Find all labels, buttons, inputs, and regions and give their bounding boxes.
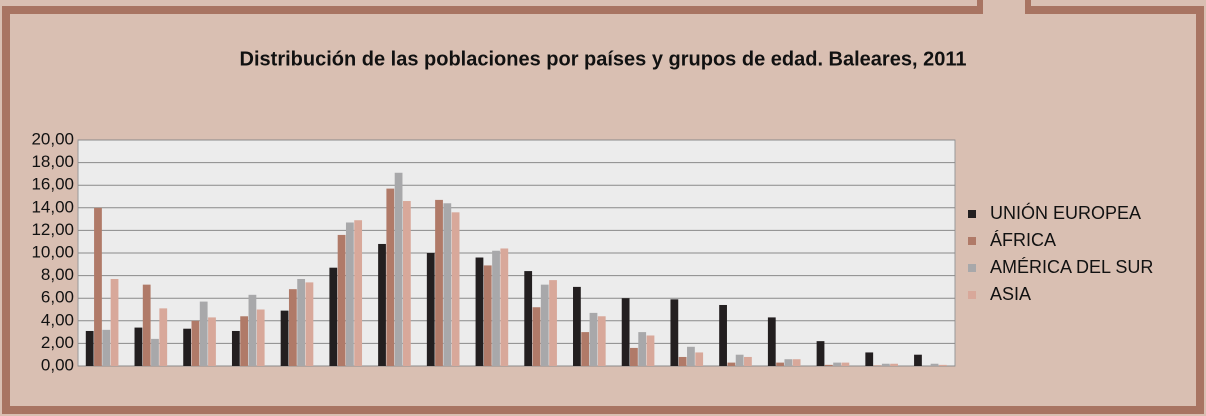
bar — [687, 346, 695, 366]
y-tick-label: 12,00 — [31, 220, 74, 239]
bar — [540, 284, 549, 366]
y-tick-label: 8,00 — [41, 265, 74, 284]
bar — [426, 253, 435, 366]
bar — [824, 364, 833, 366]
bar — [134, 327, 143, 366]
y-tick-label: 2,00 — [41, 333, 74, 352]
bar — [451, 212, 460, 366]
y-tick-label: 16,00 — [31, 175, 74, 194]
bar — [402, 201, 411, 366]
legend-label: ÁFRICA — [990, 230, 1056, 250]
bar — [784, 359, 793, 366]
bar — [102, 329, 111, 366]
legend-label: AMÉRICA DEL SUR — [990, 257, 1153, 277]
legend-label: ASIA — [990, 284, 1031, 304]
bar — [256, 309, 265, 366]
bar — [573, 286, 581, 366]
frame — [2, 6, 1204, 414]
bar — [208, 317, 216, 366]
bar — [638, 332, 647, 366]
bar — [735, 354, 744, 366]
bar — [329, 267, 338, 366]
bar — [280, 310, 289, 366]
y-tick-label: 4,00 — [41, 310, 74, 329]
legend-swatch — [968, 264, 976, 272]
bar — [345, 222, 354, 366]
y-tick-label: 18,00 — [31, 152, 74, 171]
bar — [305, 282, 314, 366]
bar — [532, 307, 541, 366]
bar — [191, 320, 200, 366]
bar — [776, 362, 784, 366]
bar — [695, 352, 704, 366]
bar — [85, 330, 94, 366]
bar — [199, 301, 208, 366]
y-tick-label: 6,00 — [41, 288, 74, 307]
legend-label: UNIÓN EUROPEA — [990, 202, 1141, 223]
y-tick-label: 20,00 — [31, 129, 74, 148]
legend-swatch — [968, 210, 976, 218]
bar — [816, 341, 825, 366]
bar — [94, 207, 102, 366]
bar — [833, 362, 841, 366]
bar — [337, 234, 346, 366]
bar — [719, 304, 727, 366]
bar — [549, 280, 557, 366]
y-tick-label: 14,00 — [31, 197, 74, 216]
bar — [354, 220, 363, 366]
bar — [597, 316, 606, 366]
bar — [841, 362, 850, 366]
bar — [142, 284, 151, 366]
bar — [248, 294, 257, 366]
bar — [151, 338, 159, 366]
bar — [443, 203, 452, 366]
bar — [792, 359, 801, 366]
bar — [767, 317, 776, 366]
y-tick-label: 10,00 — [31, 242, 74, 261]
bar — [394, 172, 403, 366]
bar — [938, 364, 947, 366]
bar — [159, 308, 168, 366]
bar — [483, 265, 492, 366]
bar — [873, 365, 882, 366]
bar — [110, 278, 119, 366]
bar — [914, 354, 922, 366]
bar — [881, 363, 890, 366]
bar — [475, 257, 484, 366]
bar — [930, 363, 939, 366]
bar — [435, 199, 443, 366]
chart-title: Distribución de las poblaciones por país… — [240, 48, 967, 70]
bar — [378, 243, 386, 366]
bar — [865, 352, 874, 366]
bar — [670, 299, 679, 366]
bar — [744, 356, 752, 366]
bar — [288, 289, 297, 366]
bar — [297, 278, 306, 366]
bar — [589, 312, 598, 366]
bar — [231, 330, 240, 366]
legend-swatch — [968, 291, 976, 299]
bar — [386, 188, 395, 366]
bar — [492, 250, 500, 366]
bar — [500, 248, 509, 366]
legend-swatch — [968, 237, 976, 245]
bar — [621, 298, 630, 366]
bar — [890, 363, 898, 366]
bar — [240, 316, 249, 366]
y-tick-label: 0,00 — [41, 355, 74, 374]
bar — [581, 332, 590, 366]
bar — [646, 335, 655, 366]
bar — [524, 271, 533, 366]
bar — [630, 347, 638, 366]
bar — [678, 356, 687, 366]
frame-notch — [980, 0, 1028, 14]
bar — [727, 362, 736, 366]
bar — [183, 328, 192, 366]
